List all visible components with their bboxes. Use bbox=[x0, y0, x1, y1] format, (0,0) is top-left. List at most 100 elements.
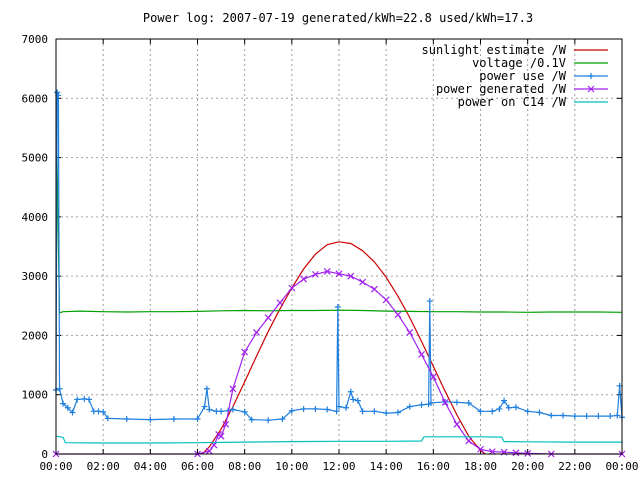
plus-marker bbox=[595, 413, 602, 420]
x-marker bbox=[524, 449, 532, 457]
x-marker bbox=[465, 437, 473, 445]
plus-marker bbox=[354, 397, 361, 404]
legend-label: voltage /0.1V bbox=[472, 56, 566, 70]
plus-marker bbox=[383, 410, 390, 417]
x-tick-label: 16:00 bbox=[417, 460, 450, 473]
plus-marker bbox=[343, 404, 350, 411]
x-marker bbox=[359, 278, 367, 286]
x-marker bbox=[288, 284, 296, 292]
plus-marker bbox=[571, 413, 578, 420]
plus-marker bbox=[170, 416, 177, 423]
plus-marker bbox=[588, 73, 594, 79]
plus-marker bbox=[336, 403, 342, 410]
plus-marker bbox=[241, 408, 248, 415]
plus-marker bbox=[465, 400, 472, 407]
plus-marker bbox=[347, 388, 354, 395]
x-tick-label: 06:00 bbox=[181, 460, 214, 473]
x-marker bbox=[370, 285, 378, 293]
x-tick-label: 04:00 bbox=[134, 460, 167, 473]
plus-marker bbox=[524, 408, 531, 415]
plus-marker bbox=[406, 403, 413, 410]
legend-label: sunlight estimate /W bbox=[422, 43, 567, 57]
plus-marker bbox=[123, 416, 130, 423]
plus-marker bbox=[607, 413, 614, 420]
y-tick-label: 4000 bbox=[22, 211, 49, 224]
series-power-generated-w bbox=[52, 267, 626, 458]
x-marker bbox=[441, 398, 449, 406]
x-marker bbox=[394, 311, 402, 319]
series-power-on-c14-w bbox=[55, 435, 622, 444]
plus-marker bbox=[229, 406, 236, 413]
x-marker bbox=[406, 329, 414, 336]
series-sunlight-estimate-w bbox=[201, 241, 486, 455]
x-marker bbox=[335, 270, 343, 278]
plus-marker bbox=[279, 416, 286, 423]
plus-marker bbox=[74, 396, 81, 403]
plus-marker bbox=[147, 416, 154, 423]
plus-marker bbox=[333, 408, 340, 415]
plus-marker bbox=[69, 409, 76, 416]
x-marker bbox=[222, 420, 230, 428]
plus-marker bbox=[536, 409, 543, 416]
plus-marker bbox=[201, 403, 208, 410]
plus-marker bbox=[560, 412, 567, 419]
x-tick-label: 18:00 bbox=[464, 460, 497, 473]
series-line-power-use-w bbox=[55, 92, 623, 421]
plus-marker bbox=[60, 400, 67, 407]
plus-marker bbox=[300, 405, 307, 412]
plus-marker bbox=[288, 407, 295, 414]
plus-marker bbox=[194, 416, 201, 423]
y-tick-label: 1000 bbox=[22, 389, 49, 402]
plus-marker bbox=[324, 406, 331, 413]
y-tick-label: 5000 bbox=[22, 152, 49, 165]
y-tick-label: 7000 bbox=[22, 33, 49, 46]
legend-label: power on C14 /W bbox=[458, 95, 567, 109]
x-tick-label: 20:00 bbox=[511, 460, 544, 473]
grid-lines bbox=[56, 39, 622, 454]
x-marker bbox=[453, 420, 461, 428]
x-axis-ticks: 00:00 02:00 04:00 06:00 08:00 10:00 12:00 14:00… bbox=[39, 39, 639, 473]
x-tick-label: 12:00 bbox=[322, 460, 355, 473]
plus-marker bbox=[64, 404, 71, 411]
series-voltage-0-1v bbox=[55, 92, 623, 314]
y-tick-label: 0 bbox=[41, 448, 48, 461]
x-marker bbox=[311, 270, 319, 278]
legend-label: power use /W bbox=[479, 69, 566, 83]
plus-marker bbox=[104, 415, 111, 422]
plus-marker bbox=[206, 406, 213, 413]
x-marker bbox=[323, 267, 331, 275]
series-line-power-on-c14-w bbox=[55, 435, 622, 444]
series-line-voltage-0-1v bbox=[55, 92, 623, 314]
plus-marker bbox=[350, 396, 357, 403]
x-marker bbox=[300, 275, 308, 283]
legend-label: power generated /W bbox=[436, 82, 567, 96]
plus-marker bbox=[248, 416, 255, 423]
x-tick-label: 14:00 bbox=[370, 460, 403, 473]
plus-marker bbox=[54, 89, 61, 96]
x-marker bbox=[264, 314, 272, 322]
plus-marker bbox=[265, 417, 272, 424]
x-marker bbox=[276, 299, 284, 307]
plus-marker bbox=[426, 298, 433, 305]
y-tick-label: 2000 bbox=[22, 329, 49, 342]
series-power-use-w bbox=[53, 89, 625, 424]
x-marker bbox=[512, 449, 520, 457]
plot-series bbox=[52, 89, 626, 458]
x-marker bbox=[241, 348, 249, 356]
plus-marker bbox=[453, 399, 460, 406]
plus-marker bbox=[548, 412, 555, 419]
x-tick-label: 02:00 bbox=[87, 460, 120, 473]
plus-marker bbox=[334, 303, 341, 310]
plus-marker bbox=[100, 408, 107, 415]
plus-marker bbox=[394, 409, 401, 416]
x-marker bbox=[382, 296, 390, 304]
chart-title: Power log: 2007-07-19 generated/kWh=22.8… bbox=[143, 11, 533, 25]
plus-marker bbox=[427, 400, 434, 407]
plus-marker bbox=[477, 408, 484, 415]
plot-border bbox=[55, 38, 623, 455]
plus-marker bbox=[218, 408, 225, 415]
plus-marker bbox=[496, 405, 503, 412]
plus-marker bbox=[371, 408, 378, 415]
